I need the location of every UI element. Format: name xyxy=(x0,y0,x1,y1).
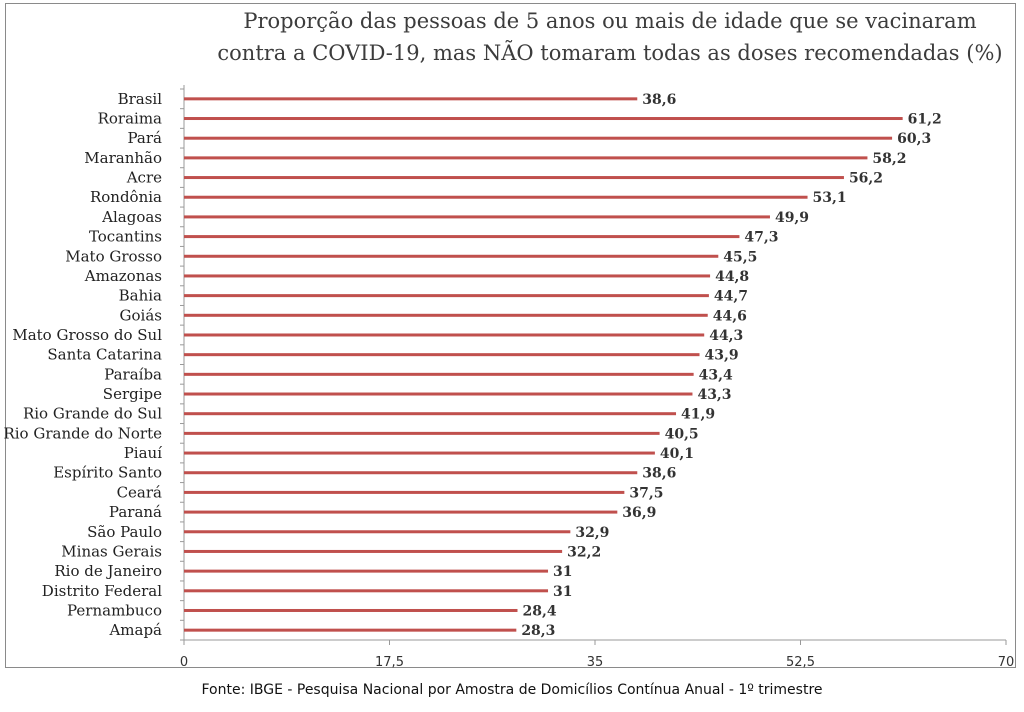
value-label: 38,6 xyxy=(642,92,676,108)
bar-chart: Proporção das pessoas de 5 anos ou mais … xyxy=(3,9,1015,670)
bar xyxy=(184,97,638,101)
category-label: Rio de Janeiro xyxy=(54,562,162,580)
bar xyxy=(184,215,770,219)
category-label: Santa Catarina xyxy=(47,346,162,364)
x-tick-label: 52,5 xyxy=(786,655,815,670)
value-label: 44,7 xyxy=(714,289,748,305)
bar xyxy=(184,136,893,140)
bar xyxy=(184,431,660,435)
bar xyxy=(184,235,740,239)
value-label: 43,9 xyxy=(705,348,739,364)
bar xyxy=(184,313,708,317)
value-label: 32,9 xyxy=(575,525,609,541)
x-tick-label: 17,5 xyxy=(375,655,404,670)
value-label: 38,6 xyxy=(642,466,676,482)
value-label: 41,9 xyxy=(681,407,715,423)
value-label: 56,2 xyxy=(849,171,883,187)
value-label: 58,2 xyxy=(872,151,906,167)
value-label: 60,3 xyxy=(897,131,931,147)
category-label: Sergipe xyxy=(103,385,162,403)
category-label: Rio Grande do Sul xyxy=(23,405,162,423)
category-label: Ceará xyxy=(117,483,162,501)
bar xyxy=(184,392,693,396)
category-label: Maranhão xyxy=(84,149,162,167)
bar xyxy=(184,156,868,160)
value-label: 28,3 xyxy=(521,623,555,639)
category-label: Bahia xyxy=(119,287,162,305)
value-label: 32,2 xyxy=(567,544,601,560)
bar xyxy=(184,569,549,573)
bar xyxy=(184,549,563,553)
bar xyxy=(184,490,625,494)
category-label: São Paulo xyxy=(87,523,162,541)
bar xyxy=(184,628,517,632)
bar xyxy=(184,530,571,534)
bar xyxy=(184,274,711,278)
category-label: Paraná xyxy=(109,503,162,521)
bar xyxy=(184,333,705,337)
value-label: 61,2 xyxy=(908,112,942,128)
bar xyxy=(184,412,677,416)
category-label: Alagoas xyxy=(101,208,162,226)
bar xyxy=(184,589,549,593)
source-note: Fonte: IBGE - Pesquisa Nacional por Amos… xyxy=(201,682,823,698)
category-label: Rio Grande do Norte xyxy=(3,424,162,442)
bar xyxy=(184,117,903,121)
bar xyxy=(184,451,655,455)
category-label: Mato Grosso do Sul xyxy=(12,326,162,344)
value-label: 43,3 xyxy=(697,387,731,403)
bar xyxy=(184,471,638,475)
value-label: 36,9 xyxy=(622,505,656,521)
value-label: 40,1 xyxy=(660,446,694,462)
category-label: Acre xyxy=(126,169,162,187)
value-label: 53,1 xyxy=(813,190,847,206)
value-label: 28,4 xyxy=(522,603,556,619)
category-label: Goiás xyxy=(120,306,162,324)
bar xyxy=(184,294,709,298)
chart-frame xyxy=(5,3,1016,668)
bar xyxy=(184,608,518,612)
chart-title-line: Proporção das pessoas de 5 anos ou mais … xyxy=(243,9,976,33)
bar xyxy=(184,195,808,199)
value-label: 31 xyxy=(553,564,572,580)
category-label: Piauí xyxy=(124,444,162,462)
value-label: 49,9 xyxy=(775,210,809,226)
bar xyxy=(184,353,700,357)
category-label: Minas Gerais xyxy=(61,542,162,560)
category-label: Tocantins xyxy=(89,228,162,246)
category-label: Brasil xyxy=(118,90,163,108)
category-label: Pará xyxy=(128,129,163,147)
value-label: 45,5 xyxy=(723,249,757,265)
category-label: Amazonas xyxy=(84,267,162,285)
value-label: 47,3 xyxy=(744,230,778,246)
category-label: Distrito Federal xyxy=(42,582,162,600)
chart-title-line: contra a COVID-19, mas NÃO tomaram todas… xyxy=(217,41,1002,65)
value-label: 31 xyxy=(553,584,572,600)
category-label: Paraíba xyxy=(104,365,162,383)
category-label: Amapá xyxy=(108,621,162,639)
category-label: Mato Grosso xyxy=(65,247,162,265)
value-label: 44,8 xyxy=(715,269,749,285)
category-label: Pernambuco xyxy=(67,601,162,619)
category-label: Rondônia xyxy=(90,188,162,206)
bar xyxy=(184,176,844,180)
x-tick-label: 70 xyxy=(998,655,1015,670)
x-tick-label: 35 xyxy=(587,655,604,670)
x-tick-label: 0 xyxy=(180,655,188,670)
value-label: 40,5 xyxy=(665,426,699,442)
value-label: 37,5 xyxy=(629,485,663,501)
value-label: 44,6 xyxy=(713,308,747,324)
category-label: Espírito Santo xyxy=(53,464,162,482)
value-label: 44,3 xyxy=(709,328,743,344)
value-label: 43,4 xyxy=(699,367,733,383)
bar xyxy=(184,372,694,376)
bar xyxy=(184,254,719,258)
bar xyxy=(184,510,618,514)
category-label: Roraima xyxy=(98,110,162,128)
